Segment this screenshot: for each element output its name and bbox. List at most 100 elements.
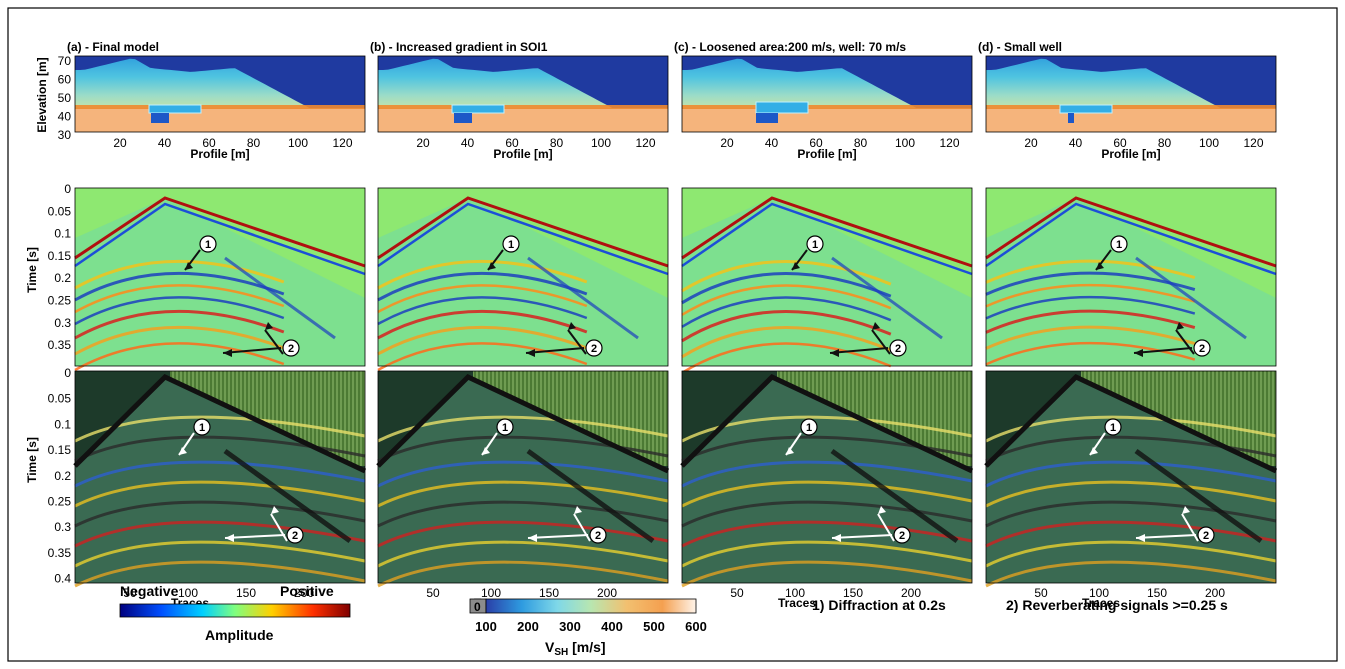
annotation-arrowhead bbox=[526, 349, 535, 357]
annotation-arrow bbox=[573, 513, 591, 542]
annotation-number: 1 bbox=[502, 422, 508, 434]
column-label: (c) - Loosened area:200 m/s, well: 70 m/… bbox=[674, 40, 906, 54]
elevation-axis-label: Elevation [m] bbox=[35, 57, 49, 132]
refracted-event bbox=[527, 256, 639, 340]
well-structure bbox=[454, 113, 472, 123]
velocity-title-sub: SH bbox=[554, 647, 568, 658]
annotation-arrowhead bbox=[1090, 447, 1098, 455]
refracted-event bbox=[224, 256, 336, 340]
note-diffraction: 1) Diffraction at 0.2s bbox=[812, 597, 946, 613]
time-tick-field: 0.25 bbox=[48, 495, 72, 509]
time-axis-label-field: Time [s] bbox=[25, 437, 39, 483]
annotation-marker bbox=[502, 235, 520, 253]
elevation-tick: 50 bbox=[58, 91, 72, 105]
field-event bbox=[681, 520, 973, 548]
field-event bbox=[681, 460, 973, 488]
field-event bbox=[377, 415, 669, 443]
time-tick-synthetic: 0.3 bbox=[54, 316, 71, 330]
profile-tick: 60 bbox=[202, 136, 216, 150]
annotation-arrow bbox=[831, 534, 893, 539]
field-event bbox=[74, 520, 366, 548]
elevation-tick: 70 bbox=[58, 54, 72, 68]
time-tick-field: 0.4 bbox=[54, 572, 71, 586]
annotation-arrow bbox=[1175, 329, 1195, 355]
reflection-event bbox=[985, 325, 1196, 350]
field-event bbox=[681, 415, 973, 443]
seismogram-frame bbox=[681, 187, 973, 367]
profile-axis-label: Profile [m] bbox=[1101, 147, 1160, 161]
reflection-event bbox=[377, 309, 588, 340]
time-tick-field: 0.35 bbox=[48, 546, 72, 560]
time-tick-field: 0.1 bbox=[54, 417, 71, 431]
field-event bbox=[985, 415, 1277, 443]
model-interface bbox=[682, 105, 972, 109]
reflection-event bbox=[681, 342, 892, 374]
reflection-event bbox=[681, 272, 892, 305]
reflection-event bbox=[985, 309, 1196, 334]
annotation-arrowhead bbox=[1136, 534, 1145, 542]
panel-column-3: (c) - Loosened area:200 m/s, well: 70 m/… bbox=[674, 40, 974, 610]
model-interface bbox=[986, 105, 1276, 109]
field-event bbox=[985, 500, 1277, 528]
trace-tick: 200 bbox=[294, 586, 314, 600]
elevation-tick: 30 bbox=[58, 128, 72, 142]
column-label: (d) - Small well bbox=[978, 40, 1062, 54]
time-tick-synthetic: 0.15 bbox=[48, 249, 72, 263]
field-refracted-event bbox=[526, 448, 655, 544]
annotation-arrowhead bbox=[1176, 322, 1184, 330]
seismogram-frame bbox=[377, 187, 669, 367]
trace-tick: 200 bbox=[901, 586, 921, 600]
reflection-event bbox=[681, 296, 892, 328]
synthetic-seismogram-panel: 12 bbox=[377, 187, 669, 372]
time-tick-field: 0.2 bbox=[54, 469, 71, 483]
annotation-arrowhead bbox=[792, 262, 800, 270]
field-event bbox=[74, 480, 366, 508]
direct-wave bbox=[681, 196, 973, 268]
trace-tick: 50 bbox=[1034, 586, 1048, 600]
trace-tick: 50 bbox=[426, 586, 440, 600]
trace-tick: 100 bbox=[481, 586, 501, 600]
synthetic-seismogram-panel: 12 bbox=[74, 187, 366, 372]
velocity-tick: 500 bbox=[643, 619, 665, 634]
model-frame bbox=[985, 55, 1277, 133]
field-event bbox=[377, 460, 669, 488]
velocity-model-panel: 20 40 60 80 100 120 Profile [m] bbox=[74, 55, 366, 161]
trace-tick: 50 bbox=[730, 586, 744, 600]
annotation-arrow bbox=[525, 347, 585, 354]
field-event bbox=[681, 540, 973, 568]
field-first-arrival bbox=[984, 373, 1278, 474]
annotation-number: 1 bbox=[508, 239, 514, 251]
field-first-arrival bbox=[73, 373, 367, 474]
velocity-tick: 200 bbox=[517, 619, 539, 634]
profile-tick: 100 bbox=[591, 136, 611, 150]
annotation-arrow bbox=[1181, 513, 1199, 542]
reflection-event bbox=[681, 284, 892, 316]
traces-axis-label: Traces bbox=[778, 596, 816, 610]
reflection-event bbox=[74, 342, 285, 372]
field-first-arrival bbox=[376, 373, 670, 474]
direct-wave bbox=[377, 196, 669, 268]
field-frame bbox=[74, 370, 366, 584]
direct-wave-trough bbox=[74, 202, 366, 276]
field-event bbox=[377, 560, 669, 588]
annotation-number: 1 bbox=[812, 239, 818, 251]
profile-tick: 100 bbox=[895, 136, 915, 150]
field-frame bbox=[377, 370, 669, 584]
time-tick-field: 0.05 bbox=[48, 392, 72, 406]
seismogram-frame bbox=[985, 187, 1277, 367]
reflection-event bbox=[681, 326, 892, 359]
velocity-ticks: 100 200 300 400 500 600 bbox=[475, 619, 707, 634]
time-tick-synthetic: 0.05 bbox=[48, 204, 72, 218]
profile-tick: 80 bbox=[550, 136, 564, 150]
reflection-event bbox=[377, 296, 588, 326]
annotation-arrowhead bbox=[223, 349, 232, 357]
panel-column-4: (d) - Small well 20 40 60 80 100 120 Profile [m… bbox=[978, 40, 1278, 610]
reflection-event bbox=[377, 342, 588, 372]
annotation-arrow bbox=[264, 329, 284, 355]
profile-tick: 120 bbox=[939, 136, 959, 150]
annotation-arrowhead bbox=[1096, 262, 1104, 270]
annotation-arrowhead bbox=[878, 506, 886, 514]
reflection-event bbox=[377, 271, 588, 302]
